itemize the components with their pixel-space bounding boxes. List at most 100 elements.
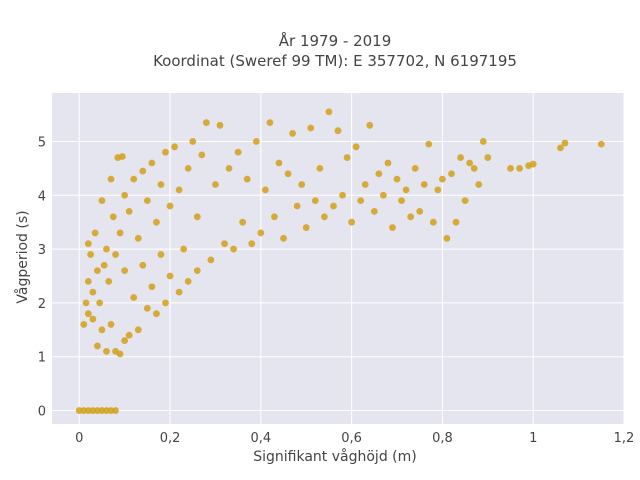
x-tick-label: 0,8: [432, 431, 453, 446]
data-point: [157, 251, 165, 258]
data-point: [143, 197, 151, 205]
data-point: [420, 181, 428, 188]
data-point: [452, 218, 460, 226]
data-point: [230, 245, 237, 253]
data-point: [193, 267, 201, 275]
data-point: [153, 218, 160, 226]
data-point: [130, 175, 138, 183]
data-point: [82, 299, 90, 307]
data-point: [398, 197, 405, 205]
data-point: [275, 159, 283, 167]
data-point: [98, 197, 106, 205]
data-point: [91, 229, 99, 237]
x-tick-label: 0,4: [250, 431, 271, 446]
data-point: [109, 213, 117, 221]
data-point: [148, 283, 156, 291]
data-point: [320, 213, 328, 221]
data-point: [402, 186, 410, 194]
data-point: [225, 164, 233, 172]
data-point: [98, 326, 106, 334]
data-point: [348, 218, 356, 226]
data-point: [112, 407, 119, 414]
data-point: [257, 229, 265, 237]
data-point: [389, 224, 396, 231]
data-point: [107, 321, 115, 328]
data-point: [457, 154, 464, 161]
data-point: [298, 181, 306, 188]
data-point: [302, 224, 310, 231]
data-point: [125, 208, 133, 215]
data-point: [339, 191, 346, 199]
data-point: [393, 175, 401, 183]
data-point: [121, 337, 129, 344]
y-tick-label: 4: [38, 189, 46, 204]
data-point: [439, 175, 446, 183]
data-point: [352, 143, 360, 151]
data-point: [343, 154, 351, 161]
data-point: [461, 197, 469, 205]
data-point: [143, 304, 151, 312]
data-point: [139, 261, 147, 269]
data-point: [330, 202, 337, 210]
data-point: [157, 181, 165, 188]
data-point: [316, 164, 324, 172]
data-point: [84, 277, 92, 285]
data-point: [429, 218, 437, 226]
data-point: [162, 148, 169, 156]
data-point: [516, 164, 523, 172]
data-point: [184, 164, 192, 172]
data-point: [89, 315, 97, 323]
data-point: [448, 170, 455, 178]
data-point: [116, 350, 124, 358]
data-point: [434, 186, 442, 194]
data-point: [116, 229, 124, 237]
data-point: [153, 310, 160, 318]
chart-subtitle: Koordinat (Sweref 99 TM): E 357702, N 61…: [153, 52, 517, 70]
data-point: [171, 143, 178, 151]
data-point: [384, 159, 392, 167]
data-point: [311, 197, 319, 205]
data-point: [366, 121, 374, 129]
data-point: [425, 140, 433, 148]
data-point: [125, 331, 133, 339]
x-tick-label: 0: [75, 431, 83, 446]
data-point: [216, 121, 224, 129]
data-point: [529, 160, 537, 168]
data-point: [484, 154, 492, 161]
data-point: [166, 272, 174, 280]
data-point: [139, 167, 147, 175]
data-point: [325, 108, 333, 116]
x-tick-label: 1,2: [614, 431, 635, 446]
data-point: [118, 153, 126, 160]
data-point: [334, 127, 342, 135]
data-point: [466, 159, 474, 167]
y-tick-label: 1: [38, 351, 46, 366]
data-point: [243, 175, 251, 183]
data-point: [180, 245, 188, 253]
data-point: [370, 208, 378, 215]
data-point: [261, 186, 269, 194]
data-point: [375, 170, 383, 178]
x-tick-label: 0,6: [341, 431, 362, 446]
data-point: [193, 213, 201, 221]
data-point: [89, 288, 97, 296]
data-point: [202, 119, 210, 127]
data-point: [84, 310, 92, 318]
data-point: [407, 213, 415, 221]
data-point: [507, 164, 514, 172]
y-tick-label: 3: [38, 243, 46, 258]
data-point: [103, 347, 110, 355]
data-point: [166, 202, 174, 210]
data-point: [189, 138, 197, 145]
data-point: [221, 240, 228, 248]
data-points: [75, 108, 605, 414]
data-point: [357, 197, 365, 205]
data-point: [443, 234, 451, 242]
data-point: [80, 321, 88, 328]
data-point: [416, 208, 424, 215]
x-tick-label: 1: [529, 431, 537, 446]
data-point: [597, 140, 605, 148]
data-point: [561, 139, 569, 147]
data-point: [280, 234, 287, 242]
